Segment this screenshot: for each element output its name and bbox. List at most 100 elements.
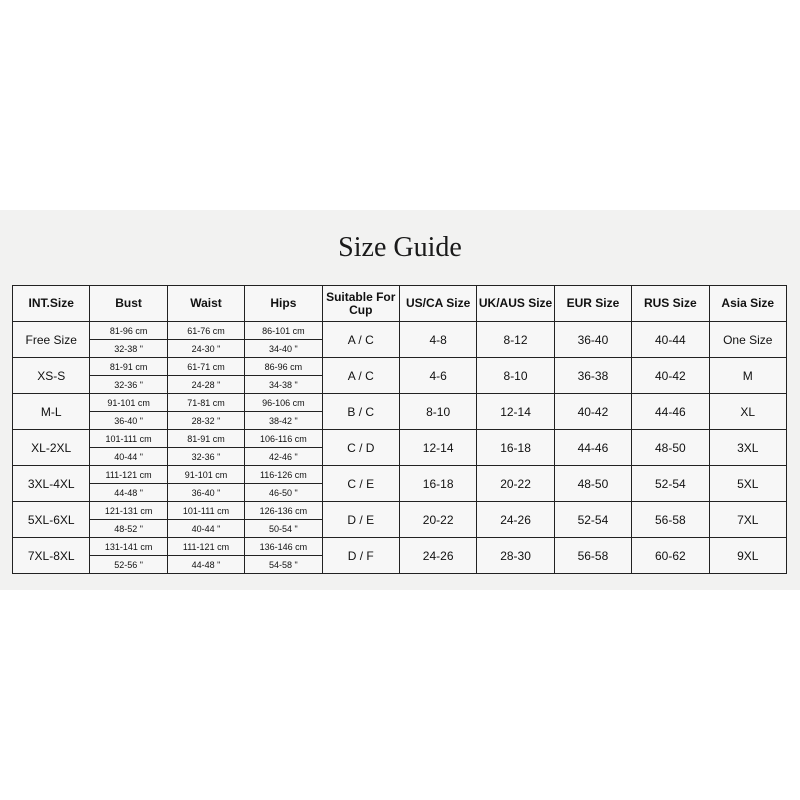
cell-hips-in: 34-40 ": [244, 339, 323, 358]
cell-int-size: 3XL-4XL: [11, 465, 91, 502]
cell-us-ca: 12-14: [398, 429, 478, 466]
cell-waist-cm: 61-76 cm: [166, 321, 246, 340]
cell-rus: 44-46: [631, 393, 710, 430]
cell-asia: M: [708, 357, 788, 394]
cell-bust-in: 48-52 ": [89, 519, 168, 538]
header-int-size: INT.Size: [11, 285, 91, 322]
header-bust: Bust: [89, 285, 168, 322]
cell-us-ca: 20-22: [398, 501, 478, 538]
header-uk-aus: UK/AUS Size: [476, 285, 555, 322]
cell-hips-in: 50-54 ": [244, 519, 323, 538]
cell-us-ca: 24-26: [398, 537, 478, 574]
cell-waist-cm: 91-101 cm: [166, 465, 246, 484]
cell-cup: B / C: [321, 393, 400, 430]
cell-cup: C / E: [321, 465, 400, 502]
cell-int-size: Free Size: [11, 321, 91, 358]
cell-rus: 56-58: [631, 501, 710, 538]
cell-waist-in: 28-32 ": [166, 411, 246, 430]
cell-eur: 36-40: [553, 321, 633, 358]
cell-asia: 9XL: [708, 537, 788, 574]
cell-int-size: XL-2XL: [11, 429, 91, 466]
cell-waist-cm: 71-81 cm: [166, 393, 246, 412]
cell-cup: C / D: [321, 429, 400, 466]
cell-rus: 60-62: [631, 537, 710, 574]
header-us-ca: US/CA Size: [398, 285, 478, 322]
cell-asia: One Size: [708, 321, 788, 358]
cell-hips-in: 34-38 ": [244, 375, 323, 394]
cell-bust-in: 52-56 ": [89, 555, 168, 574]
header-rus: RUS Size: [631, 285, 710, 322]
cell-cup: D / E: [321, 501, 400, 538]
table-row: XS-S 81-91 cm 61-71 cm 86-96 cm A / C 4-6 8-10…: [11, 357, 788, 394]
cell-bust-cm: 81-91 cm: [89, 357, 168, 376]
cell-uk-aus: 16-18: [476, 429, 555, 466]
cell-int-size: XS-S: [11, 357, 91, 394]
cell-rus: 40-42: [631, 357, 710, 394]
cell-asia: 7XL: [708, 501, 788, 538]
cell-hips-cm: 116-126 cm: [244, 465, 323, 484]
cell-waist-in: 44-48 ": [166, 555, 246, 574]
cell-eur: 48-50: [553, 465, 633, 502]
cell-hips-in: 38-42 ": [244, 411, 323, 430]
cell-eur: 44-46: [553, 429, 633, 466]
cell-hips-in: 46-50 ": [244, 483, 323, 502]
cell-hips-cm: 96-106 cm: [244, 393, 323, 412]
cell-bust-cm: 131-141 cm: [89, 537, 168, 556]
cell-uk-aus: 20-22: [476, 465, 555, 502]
cell-eur: 40-42: [553, 393, 633, 430]
cell-hips-in: 54-58 ": [244, 555, 323, 574]
cell-hips-cm: 86-96 cm: [244, 357, 323, 376]
cell-bust-in: 32-38 ": [89, 339, 168, 358]
table-row: M-L 91-101 cm 71-81 cm 96-106 cm B / C 8-10 12…: [11, 393, 788, 430]
cell-rus: 40-44: [631, 321, 710, 358]
cell-us-ca: 4-8: [398, 321, 478, 358]
table-row: 7XL-8XL 131-141 cm 111-121 cm 136-146 cm D /…: [11, 537, 788, 574]
cell-uk-aus: 12-14: [476, 393, 555, 430]
cell-bust-in: 36-40 ": [89, 411, 168, 430]
table-row: 3XL-4XL 111-121 cm 91-101 cm 116-126 cm C / …: [11, 465, 788, 502]
cell-uk-aus: 8-12: [476, 321, 555, 358]
cell-waist-in: 40-44 ": [166, 519, 246, 538]
cell-waist-in: 32-36 ": [166, 447, 246, 466]
header-waist: Waist: [166, 285, 246, 322]
cell-rus: 48-50: [631, 429, 710, 466]
table-row-inches: 52-56 " 44-48 " 54-58 ": [13, 555, 787, 574]
cell-hips-cm: 106-116 cm: [244, 429, 323, 448]
cell-waist-cm: 101-111 cm: [166, 501, 246, 520]
cell-bust-cm: 101-111 cm: [89, 429, 168, 448]
cell-hips-cm: 136-146 cm: [244, 537, 323, 556]
cell-int-size: 5XL-6XL: [11, 501, 91, 538]
cell-bust-in: 32-36 ": [89, 375, 168, 394]
cell-int-size: M-L: [11, 393, 91, 430]
cell-hips-cm: 126-136 cm: [244, 501, 323, 520]
cell-us-ca: 8-10: [398, 393, 478, 430]
cell-asia: XL: [708, 393, 788, 430]
cell-bust-cm: 91-101 cm: [89, 393, 168, 412]
cell-eur: 36-38: [553, 357, 633, 394]
cell-waist-cm: 61-71 cm: [166, 357, 246, 376]
table-row: 5XL-6XL 121-131 cm 101-111 cm 126-136 cm D /…: [11, 501, 788, 538]
cell-asia: 5XL: [708, 465, 788, 502]
cell-us-ca: 4-6: [398, 357, 478, 394]
cell-bust-cm: 81-96 cm: [89, 321, 168, 340]
cell-cup: A / C: [321, 321, 400, 358]
header-row: INT.Size Bust Waist Hips Suitable For Cup US/…: [11, 285, 788, 322]
cell-waist-cm: 81-91 cm: [166, 429, 246, 448]
cell-bust-in: 40-44 ": [89, 447, 168, 466]
cell-asia: 3XL: [708, 429, 788, 466]
cell-bust-cm: 121-131 cm: [89, 501, 168, 520]
cell-eur: 56-58: [553, 537, 633, 574]
cell-eur: 52-54: [553, 501, 633, 538]
size-guide-table: INT.Size Bust Waist Hips Suitable For Cup US/…: [11, 285, 788, 574]
cell-hips-cm: 86-101 cm: [244, 321, 323, 340]
cell-cup: D / F: [321, 537, 400, 574]
cell-bust-in: 44-48 ": [89, 483, 168, 502]
header-eur: EUR Size: [553, 285, 633, 322]
header-asia: Asia Size: [708, 285, 788, 322]
cell-us-ca: 16-18: [398, 465, 478, 502]
cell-waist-in: 24-30 ": [166, 339, 246, 358]
cell-waist-in: 36-40 ": [166, 483, 246, 502]
page-title: Size Guide: [338, 232, 462, 263]
